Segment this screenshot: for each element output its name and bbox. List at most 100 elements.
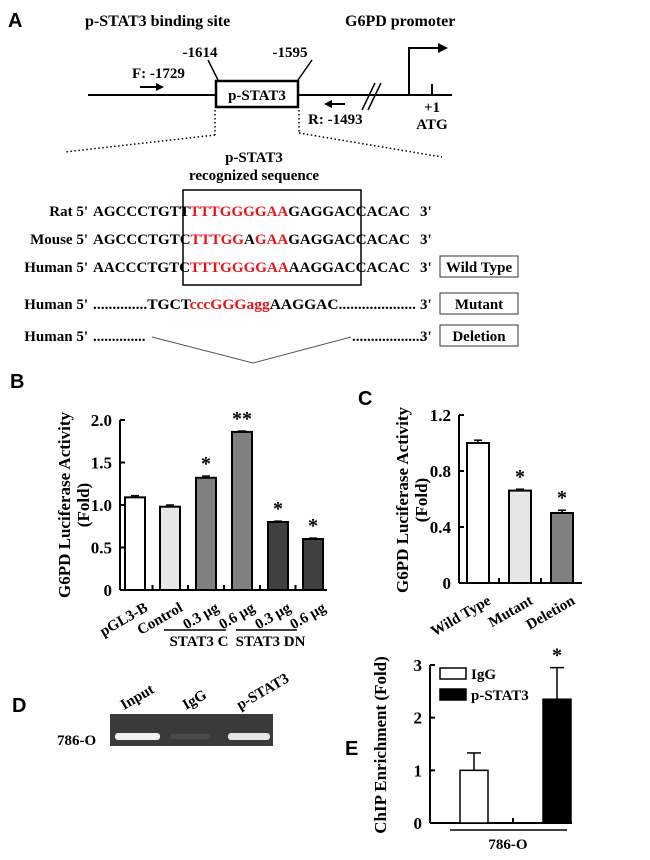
legend-swatch bbox=[439, 667, 467, 680]
y-axis-label: ChIP Enrichment (Fold) bbox=[371, 656, 390, 834]
atg-label: ATG bbox=[416, 117, 448, 133]
significance-marker: ** bbox=[232, 408, 252, 430]
significance-marker: * bbox=[552, 645, 562, 667]
sequence-text: AGCCCTGTCTTTGGAGAAGAGGACCACAC bbox=[93, 232, 410, 248]
bar bbox=[195, 476, 217, 591]
legend-label: p-STAT3 bbox=[471, 688, 529, 704]
legend-label: IgG bbox=[471, 667, 496, 683]
sequence-segment: A bbox=[244, 232, 255, 248]
forward-arrow-icon bbox=[140, 83, 164, 91]
bar bbox=[466, 442, 490, 584]
three-prime-label: 3' bbox=[420, 232, 432, 248]
group-label: STAT3 C bbox=[169, 634, 228, 650]
lane-label: p-STAT3 bbox=[234, 671, 292, 714]
panel-d: Input IgG p-STAT3 786-O bbox=[57, 671, 292, 749]
x-tick-label: Wild Type bbox=[428, 593, 494, 640]
y-tick-label: 1.2 bbox=[430, 406, 451, 425]
bar bbox=[508, 489, 532, 585]
sequence-segment: AAGGACCACAC bbox=[289, 260, 410, 276]
significance-marker: * bbox=[273, 498, 283, 520]
sequence-segment: GAGGACCACAC bbox=[288, 204, 410, 220]
species-label: Human 5' bbox=[24, 329, 88, 345]
panel-letter-d: D bbox=[12, 695, 26, 717]
end-pointer bbox=[297, 59, 313, 81]
binding-site-title: p-STAT3 binding site bbox=[85, 13, 230, 30]
y-tick-label: 1.5 bbox=[91, 454, 112, 473]
bar bbox=[459, 769, 489, 824]
species-label: Human 5' bbox=[24, 260, 88, 276]
species-label: Mouse 5' bbox=[30, 232, 88, 248]
construct-tag: Deletion bbox=[452, 329, 506, 345]
sequence-dots: ................... bbox=[352, 329, 424, 345]
highlighted-motif: TTTGG bbox=[191, 232, 245, 248]
gel-band-input bbox=[115, 733, 160, 740]
panel-letter-c: C bbox=[358, 388, 372, 410]
construct-tag: Mutant bbox=[455, 297, 503, 313]
tss-label: +1 bbox=[424, 100, 440, 116]
y-tick-label: 1 bbox=[414, 761, 423, 780]
highlighted-motif: TTTGGGGAA bbox=[190, 204, 289, 220]
sequence-text: AGCCCTGTTTTTGGGGAAGAGGACCACAC bbox=[93, 204, 410, 220]
bar bbox=[124, 496, 146, 592]
y-tick-label: 0.8 bbox=[430, 462, 451, 481]
lane-label: IgG bbox=[180, 687, 210, 714]
reverse-arrow-icon bbox=[324, 100, 345, 108]
x-tick-label: 0.6 μg bbox=[216, 600, 258, 633]
y-axis-label: G6PD Luciferase Activity bbox=[393, 406, 412, 593]
sequence-title: p-STAT3 bbox=[225, 150, 283, 166]
y-tick-label: 2 bbox=[414, 709, 423, 728]
sequence-segment: AACCCTGTC bbox=[93, 260, 190, 276]
sequence-text: ..............TGCT cccGGGagg AAGGAC.......… bbox=[93, 297, 416, 313]
sequence-segment: .............. bbox=[93, 329, 146, 345]
binding-site-box-label: p-STAT3 bbox=[228, 88, 286, 104]
recognized-sequence-box bbox=[182, 189, 362, 286]
construct-tag-box bbox=[439, 255, 519, 278]
deletion-lines bbox=[151, 336, 352, 364]
three-prime-label: 3' bbox=[420, 297, 432, 313]
construct-tag-box bbox=[439, 324, 519, 347]
x-tick-label: 0.6 μg bbox=[287, 600, 329, 633]
tss-arrow-icon bbox=[408, 43, 448, 95]
y-tick-label: 0.5 bbox=[91, 539, 112, 558]
sequence-segment: AAGGAC.................... bbox=[270, 297, 417, 313]
sequence-text: .............. bbox=[93, 329, 146, 345]
sequence-alignment: Rat 5' AGCCCTGTTTTTGGGGAAGAGGACCACAC 3' Mou… bbox=[24, 204, 519, 347]
significance-marker: * bbox=[201, 453, 211, 475]
bar bbox=[231, 430, 253, 591]
species-label: Human 5' bbox=[24, 297, 88, 313]
zoom-guide bbox=[64, 134, 216, 153]
gel-image bbox=[110, 714, 273, 746]
y-tick-label: 0 bbox=[104, 581, 113, 600]
three-prime-label: 3' bbox=[420, 260, 432, 276]
y-tick-label: 0 bbox=[443, 574, 452, 593]
sequence-text: AACCCTGTCTTTGGGGAAAAGGACCACAC bbox=[93, 260, 410, 276]
position-start: -1614 bbox=[183, 45, 218, 61]
reverse-primer-label: R: -1493 bbox=[308, 112, 363, 128]
sequence-segment: AGCCCTGTC bbox=[93, 232, 191, 248]
break-mark-icon bbox=[361, 82, 382, 111]
bar bbox=[267, 521, 289, 591]
three-prime-label: 3' bbox=[420, 329, 432, 345]
significance-marker: * bbox=[308, 515, 318, 537]
species-label: Rat 5' bbox=[49, 204, 88, 220]
zoom-guide bbox=[298, 132, 443, 158]
legend-swatch bbox=[439, 688, 467, 701]
gel-band-igg bbox=[170, 734, 210, 739]
y-axis-label: (Fold) bbox=[74, 483, 93, 527]
y-tick-label: 0 bbox=[414, 814, 423, 833]
cell-line-label: 786-O bbox=[57, 733, 96, 749]
construct-tag: Wild Type bbox=[446, 260, 513, 276]
y-tick-label: 2.0 bbox=[91, 411, 112, 430]
x-tick-label: 0.3 μg bbox=[180, 600, 222, 633]
y-axis-label: (Fold) bbox=[412, 478, 431, 522]
y-axis-label: G6PD Luciferase Activity bbox=[55, 411, 74, 598]
y-tick-label: 1.0 bbox=[91, 496, 112, 515]
bar bbox=[302, 538, 324, 591]
sequence-segment: ..............TGCT bbox=[93, 297, 191, 313]
highlighted-motif: GAA bbox=[255, 232, 289, 248]
lane-label: Input bbox=[118, 682, 157, 714]
sequence-segment: GAGGACCACAC bbox=[288, 232, 410, 248]
panel-a: A p-STAT3 binding site G6PD promoter -16… bbox=[8, 10, 519, 364]
